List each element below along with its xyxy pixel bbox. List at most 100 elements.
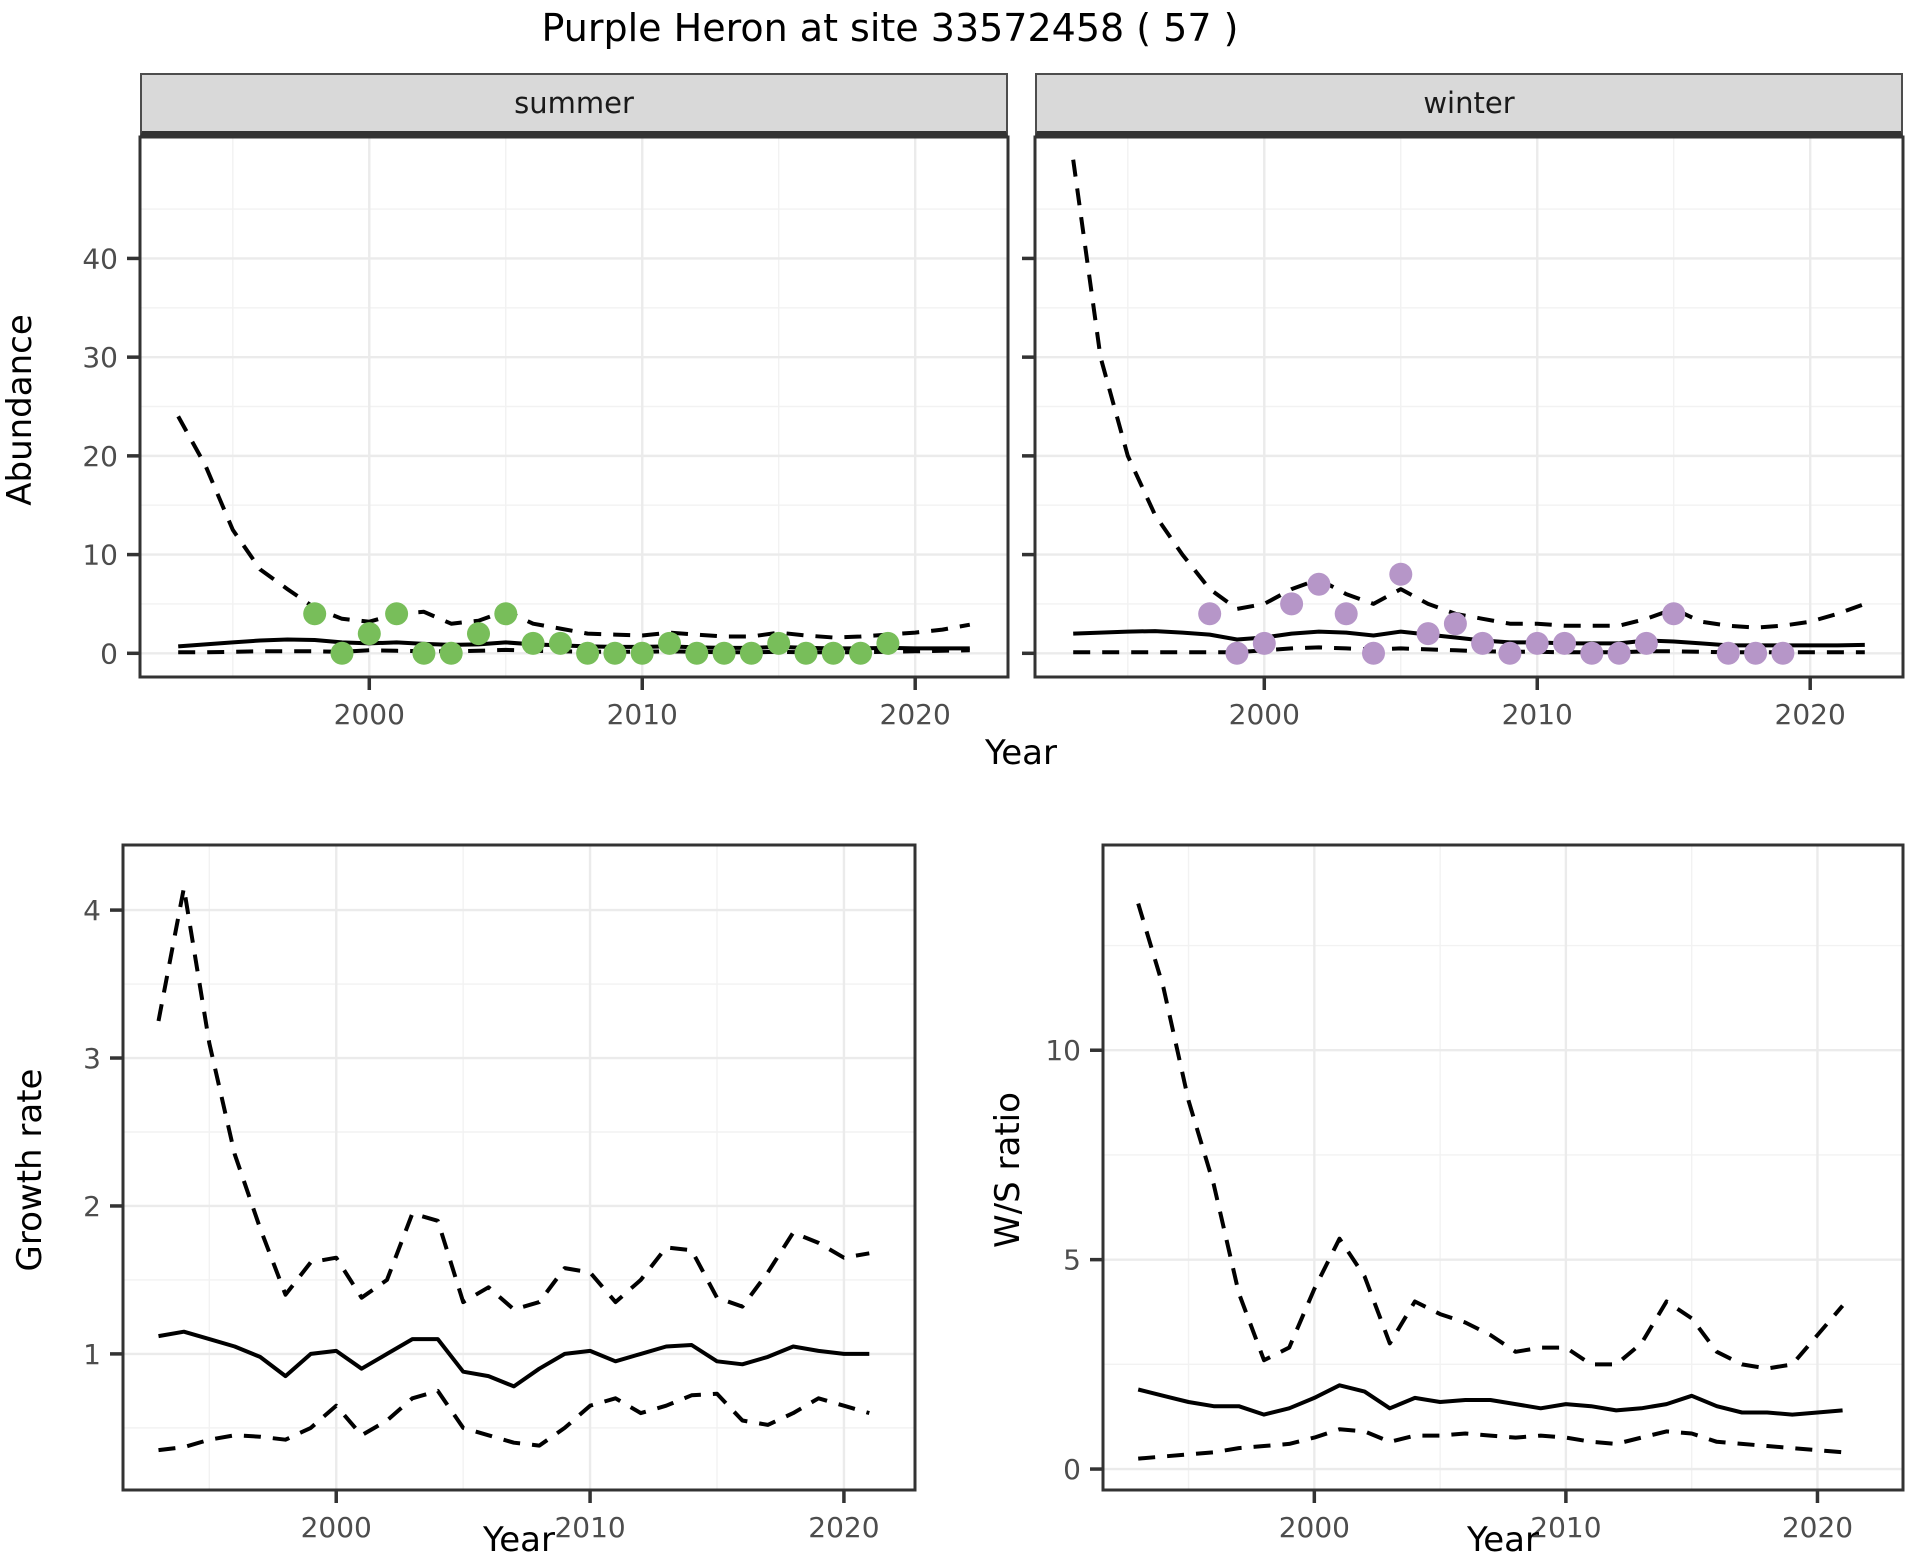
abundance-axis-title: Abundance	[0, 314, 40, 506]
y-tick-label-summer-40: 40	[82, 242, 118, 275]
point-summer-2002	[412, 641, 436, 665]
chart-title: Purple Heron at site 33572458 ( 57 )	[541, 6, 1239, 50]
series-lower_95ci-growth	[158, 1388, 870, 1453]
point-winter-2007	[1443, 612, 1467, 636]
year-axis-title-top: Year	[985, 733, 1057, 773]
x-tick-label-winter-2020: 2020	[1775, 698, 1846, 731]
panel-border-winter	[1033, 135, 1905, 679]
y-tick-label-ws-10: 10	[1045, 1034, 1081, 1067]
axis-ticks-summer: 2000 2010 2020 0 10 20 30 40	[82, 242, 950, 731]
series-lines-ws	[1136, 903, 1845, 1461]
y-tick-label-growth-4: 4	[83, 894, 101, 927]
year-axis-title-bottom-left: Year	[483, 1520, 555, 1560]
point-summer-2008	[576, 641, 600, 665]
point-winter-1998	[1198, 602, 1222, 626]
point-winter-2004	[1362, 641, 1385, 665]
x-tick-label-growth-2000: 2000	[301, 1511, 372, 1544]
facet-strip-summer: summer	[140, 73, 1008, 137]
point-winter-2001	[1280, 592, 1304, 616]
point-summer-1998	[303, 602, 327, 626]
y-tick-label-ws-0: 0	[1063, 1453, 1081, 1486]
point-summer-2003	[439, 641, 463, 665]
x-tick-label-growth-2010: 2010	[554, 1511, 625, 1544]
y-tick-label-growth-1: 1	[83, 1338, 101, 1371]
x-tick-label-ws-2010: 2010	[1530, 1511, 1601, 1544]
point-winter-2010	[1525, 631, 1549, 655]
gridlines-summer	[140, 137, 1008, 677]
point-winter-2000	[1252, 631, 1276, 655]
panel-growth: 2000 2010 2020 1 2 3 4	[83, 843, 917, 1544]
facet-strip-summer-label: summer	[514, 86, 634, 120]
x-tick-label-ws-2020: 2020	[1782, 1511, 1853, 1544]
point-summer-1999	[330, 641, 354, 665]
point-summer-2018	[849, 641, 873, 665]
series-lower_95ci-summer	[178, 647, 970, 655]
y-tick-label-summer-20: 20	[82, 440, 118, 473]
point-summer-2006	[521, 631, 545, 655]
facet-strip-winter-label: winter	[1423, 86, 1515, 120]
series-mean-growth	[158, 1329, 870, 1389]
growth-rate-axis-title: Growth rate	[10, 1068, 50, 1272]
point-winter-2019	[1771, 641, 1795, 665]
point-summer-2010	[630, 641, 654, 665]
point-summer-2013	[712, 641, 736, 665]
observed-points-summer	[303, 602, 900, 665]
point-winter-2012	[1580, 641, 1604, 665]
series-upper_95ci-growth	[156, 885, 870, 1312]
panel-background-ws	[1103, 845, 1903, 1490]
series-lower_95ci-winter	[1073, 645, 1865, 655]
series-lower_95ci-ws	[1138, 1427, 1843, 1461]
panel-winter: 2000 2010 2020	[1022, 135, 1905, 731]
panel-summer: 2000 2010 2020 0 10 20 30 40	[82, 135, 1010, 731]
gridlines-growth	[123, 845, 915, 1490]
point-summer-2007	[548, 631, 572, 655]
x-tick-label-summer-2020: 2020	[880, 698, 951, 731]
point-winter-2009	[1498, 641, 1522, 665]
ws-ratio-axis-title: W/S ratio	[988, 1092, 1028, 1248]
x-tick-label-summer-2000: 2000	[334, 698, 405, 731]
series-upper_95ci-ws	[1136, 903, 1845, 1371]
gridlines-winter	[1035, 137, 1903, 677]
y-tick-label-summer-10: 10	[82, 539, 118, 572]
point-winter-2008	[1471, 631, 1495, 655]
point-summer-2014	[739, 641, 763, 665]
y-tick-label-growth-2: 2	[83, 1190, 101, 1223]
point-winter-2002	[1307, 572, 1331, 596]
axis-ticks-winter: 2000 2010 2020	[1022, 256, 1846, 731]
y-tick-label-summer-0: 0	[100, 637, 118, 670]
point-winter-2011	[1553, 631, 1576, 655]
axis-ticks-ws: 2000 2010 2020 0 5 10	[1045, 1034, 1853, 1544]
point-summer-2000	[357, 622, 381, 646]
observed-points-winter	[1198, 562, 1795, 665]
x-tick-label-growth-2020: 2020	[808, 1511, 879, 1544]
point-summer-2012	[685, 641, 709, 665]
y-tick-label-summer-30: 30	[82, 341, 118, 374]
point-summer-2004	[467, 622, 490, 646]
panel-border-summer	[138, 135, 1010, 679]
y-tick-label-ws-5: 5	[1063, 1244, 1081, 1277]
point-winter-2013	[1607, 641, 1631, 665]
x-tick-label-ws-2000: 2000	[1279, 1511, 1350, 1544]
year-axis-title-bottom-right: Year	[1467, 1520, 1539, 1560]
point-winter-2005	[1389, 562, 1413, 586]
point-winter-1999	[1225, 641, 1249, 665]
panel-border-growth	[121, 843, 917, 1492]
point-summer-2011	[658, 631, 681, 655]
series-upper_95ci-winter	[1071, 159, 1866, 630]
point-summer-2009	[603, 641, 627, 665]
point-summer-2001	[385, 602, 409, 626]
x-tick-label-winter-2010: 2010	[1502, 698, 1573, 731]
point-summer-2017	[821, 641, 845, 665]
point-summer-2005	[494, 602, 518, 626]
point-winter-2014	[1634, 631, 1658, 655]
facet-strip-winter: winter	[1035, 73, 1903, 137]
x-tick-label-summer-2010: 2010	[607, 698, 678, 731]
point-winter-2018	[1744, 641, 1768, 665]
point-summer-2019	[876, 631, 900, 655]
panel-background-growth	[123, 845, 915, 1490]
point-winter-2017	[1716, 641, 1740, 665]
y-tick-label-growth-3: 3	[83, 1042, 101, 1075]
series-lines-growth	[156, 885, 870, 1453]
axis-ticks-growth: 2000 2010 2020 1 2 3 4	[83, 894, 879, 1544]
